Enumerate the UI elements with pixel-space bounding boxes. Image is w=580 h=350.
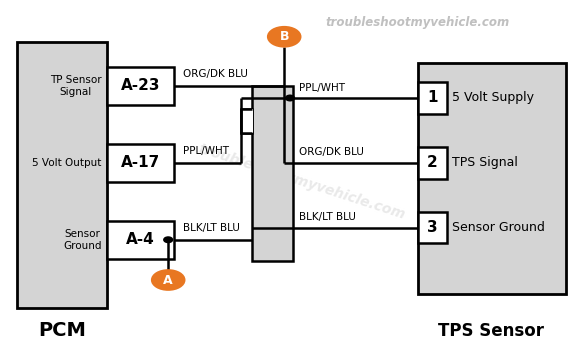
Text: 3: 3 [427, 220, 437, 235]
Text: A-17: A-17 [121, 155, 160, 170]
Circle shape [286, 96, 294, 100]
FancyBboxPatch shape [418, 147, 447, 178]
Text: troubleshootmyvehicle.com: troubleshootmyvehicle.com [196, 142, 407, 222]
FancyBboxPatch shape [107, 220, 174, 259]
Text: A-4: A-4 [126, 232, 155, 247]
Circle shape [268, 27, 300, 47]
Text: TP Sensor
Signal: TP Sensor Signal [50, 75, 102, 97]
Text: PCM: PCM [38, 321, 86, 340]
Text: Sensor
Ground: Sensor Ground [63, 229, 102, 251]
Text: A-23: A-23 [121, 78, 161, 93]
Circle shape [164, 237, 172, 242]
FancyBboxPatch shape [17, 42, 107, 308]
Text: B: B [280, 30, 289, 43]
Text: ORG/DK BLU: ORG/DK BLU [299, 147, 364, 158]
Text: ORG/DK BLU: ORG/DK BLU [183, 69, 248, 79]
FancyBboxPatch shape [252, 86, 293, 261]
FancyBboxPatch shape [107, 144, 174, 182]
Text: 5 Volt Output: 5 Volt Output [32, 158, 102, 168]
FancyBboxPatch shape [418, 82, 447, 114]
Text: BLK/LT BLU: BLK/LT BLU [299, 212, 356, 222]
Circle shape [152, 270, 184, 290]
Text: TPS Signal: TPS Signal [452, 156, 519, 169]
Text: A: A [164, 273, 173, 287]
Text: TPS Sensor: TPS Sensor [438, 322, 544, 340]
FancyBboxPatch shape [241, 108, 252, 133]
FancyBboxPatch shape [107, 66, 174, 105]
Text: PPL/WHT: PPL/WHT [299, 83, 345, 93]
Text: Sensor Ground: Sensor Ground [452, 221, 545, 234]
Text: 5 Volt Supply: 5 Volt Supply [452, 91, 534, 105]
FancyBboxPatch shape [418, 63, 566, 294]
Text: PPL/WHT: PPL/WHT [183, 146, 229, 156]
Text: 1: 1 [427, 91, 437, 105]
FancyBboxPatch shape [418, 212, 447, 243]
Text: troubleshootmyvehicle.com: troubleshootmyvehicle.com [325, 16, 510, 29]
FancyBboxPatch shape [241, 108, 253, 133]
Text: BLK/LT BLU: BLK/LT BLU [183, 223, 240, 233]
Text: 2: 2 [427, 155, 437, 170]
